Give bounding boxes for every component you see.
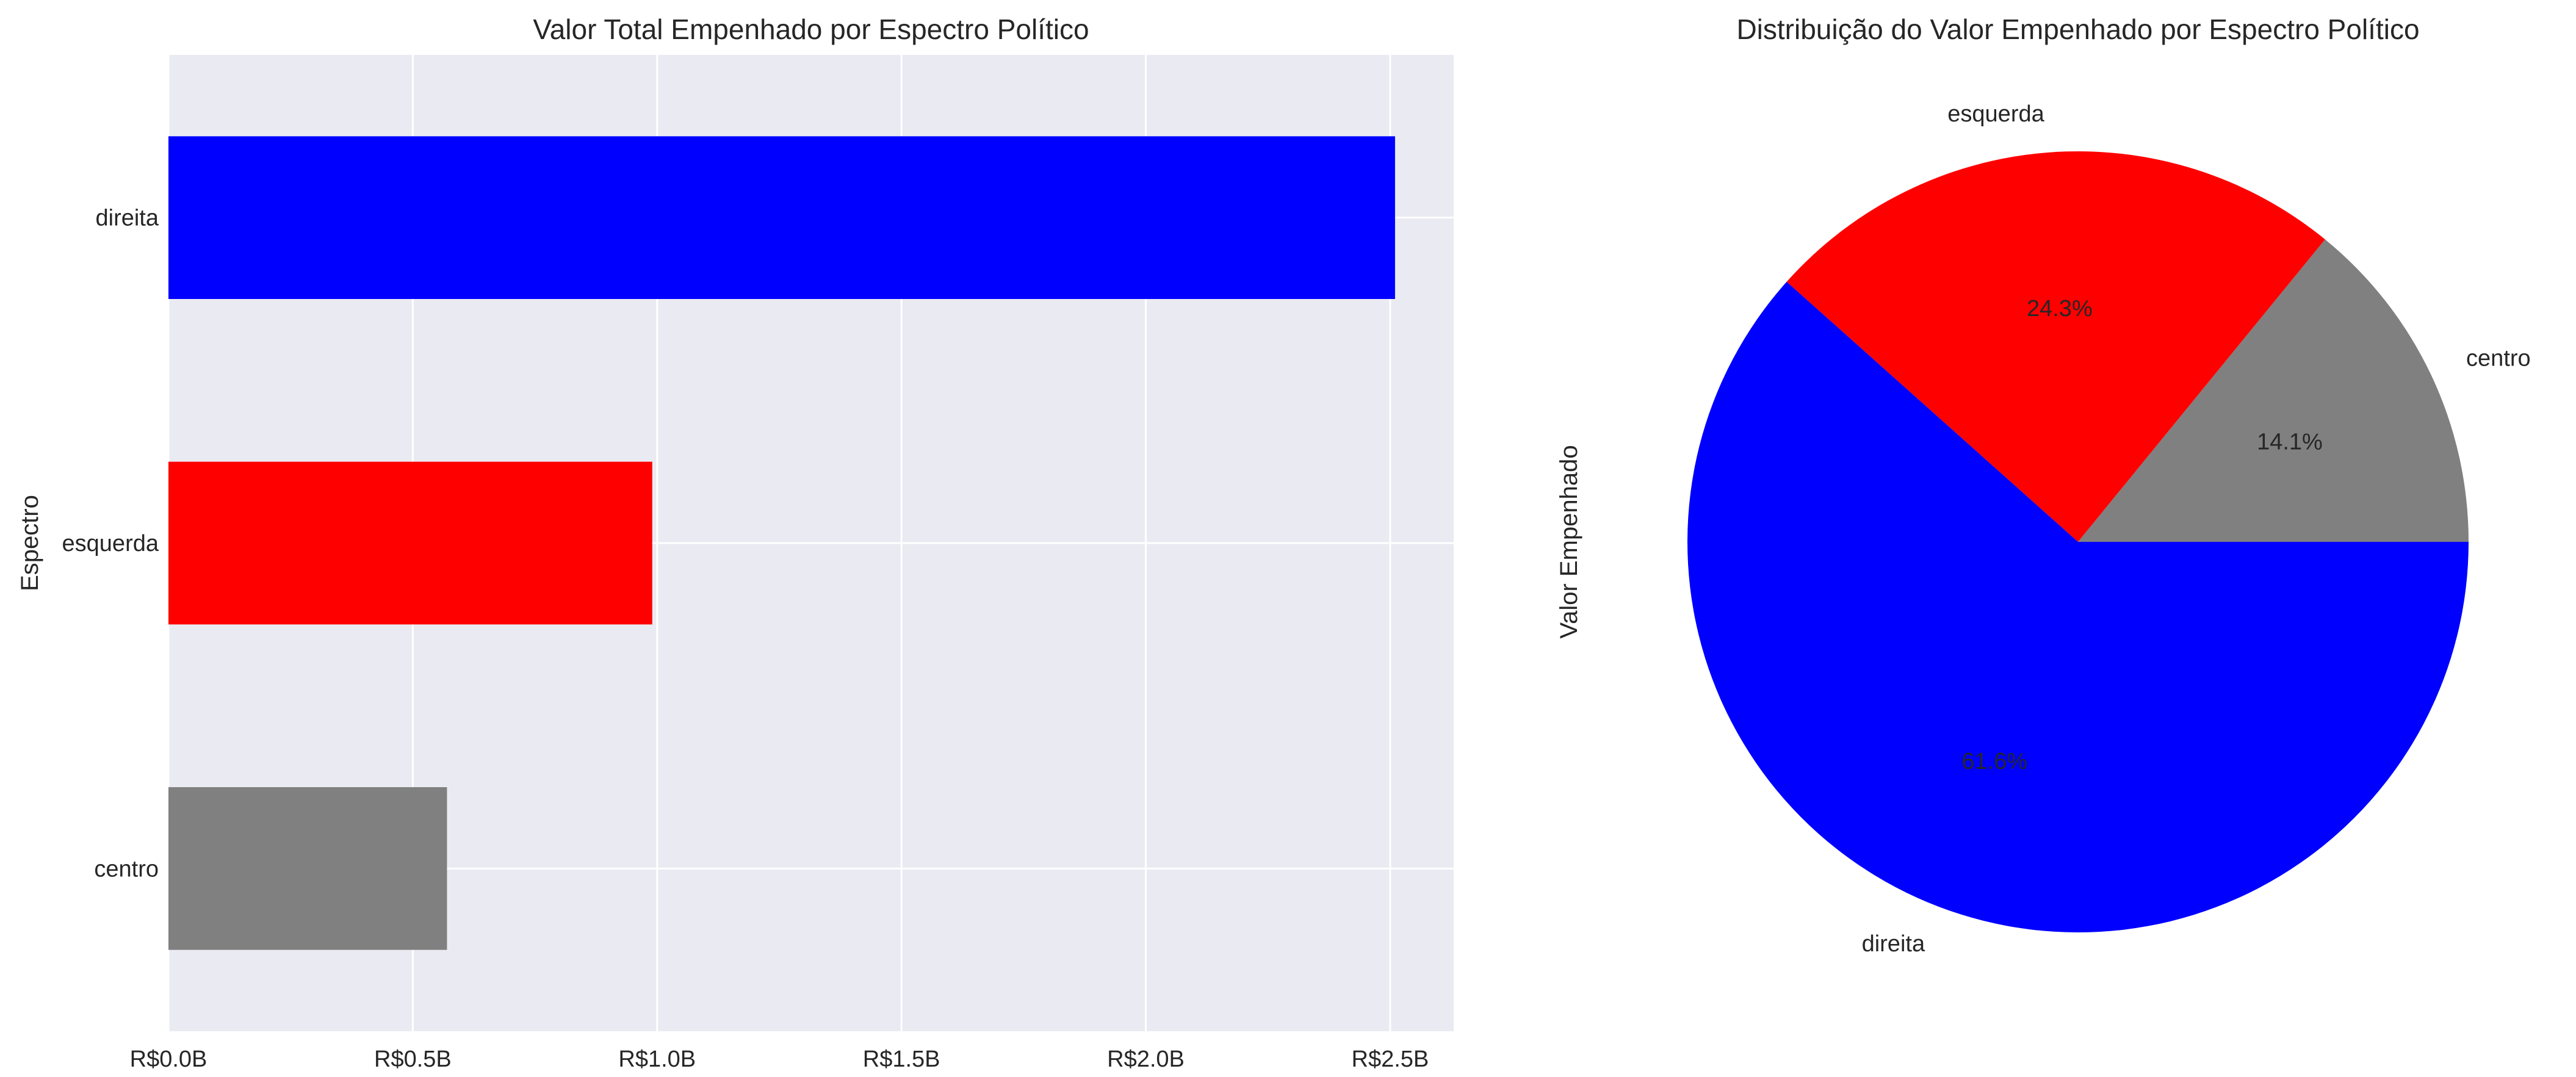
bar-direita — [168, 136, 1395, 300]
pie-label-esquerda: esquerda — [1947, 101, 2044, 127]
pie-slices — [1687, 151, 2469, 933]
pie-y-axis-label: Valor Empenhado — [1556, 445, 1582, 638]
pie-slice-labels: centro esquerda direita — [1862, 101, 2531, 957]
pie-slice-direita — [1687, 281, 2469, 933]
bar-centro — [168, 787, 447, 950]
pie-percent-labels: 14.1% 24.3% 61.6% — [1961, 296, 2323, 774]
bar-esquerda — [168, 461, 652, 625]
pie-label-centro: centro — [2466, 345, 2531, 371]
bar-x-tick-label: R$2.5B — [1352, 1046, 1429, 1072]
pie-percent-centro: 14.1% — [2257, 429, 2323, 455]
bar-y-tick-label: direita — [96, 206, 159, 231]
pie-label-direita: direita — [1862, 931, 1925, 957]
bar-y-tick-label: centro — [94, 856, 159, 882]
pie-slice-esquerda — [1786, 151, 2325, 542]
bar-series — [168, 136, 1395, 950]
bar-x-tick-label: R$2.0B — [1107, 1046, 1185, 1072]
bar-x-tick-label: R$1.5B — [863, 1046, 940, 1072]
pie-chart: centro esquerda direita 14.1% 24.3% 61.6% Di… — [1556, 13, 2531, 957]
pie-chart-title: Distribuição do Valor Empenhado por Espe… — [1736, 13, 2419, 45]
bar-y-axis-label: Espectro — [16, 495, 43, 591]
pie-slice-centro — [2078, 239, 2469, 542]
bar-x-tick-label: R$0.0B — [130, 1046, 207, 1072]
bar-x-tick-label: R$1.0B — [618, 1046, 696, 1072]
bar-x-tick-labels: R$0.0B R$0.5B R$1.0B R$1.5B R$2.0B R$2.5B — [130, 1046, 1429, 1072]
bar-chart: R$0.0B R$0.5B R$1.0B R$1.5B R$2.0B R$2.5B dir… — [16, 13, 1454, 1072]
pie-percent-direita: 61.6% — [1961, 749, 2027, 774]
bar-y-tick-labels: direita esquerda centro — [62, 206, 159, 882]
bar-x-tick-label: R$0.5B — [374, 1046, 452, 1072]
bar-y-tick-label: esquerda — [62, 531, 159, 557]
pie-percent-esquerda: 24.3% — [2027, 296, 2093, 322]
bar-chart-title: Valor Total Empenhado por Espectro Polít… — [533, 13, 1089, 45]
